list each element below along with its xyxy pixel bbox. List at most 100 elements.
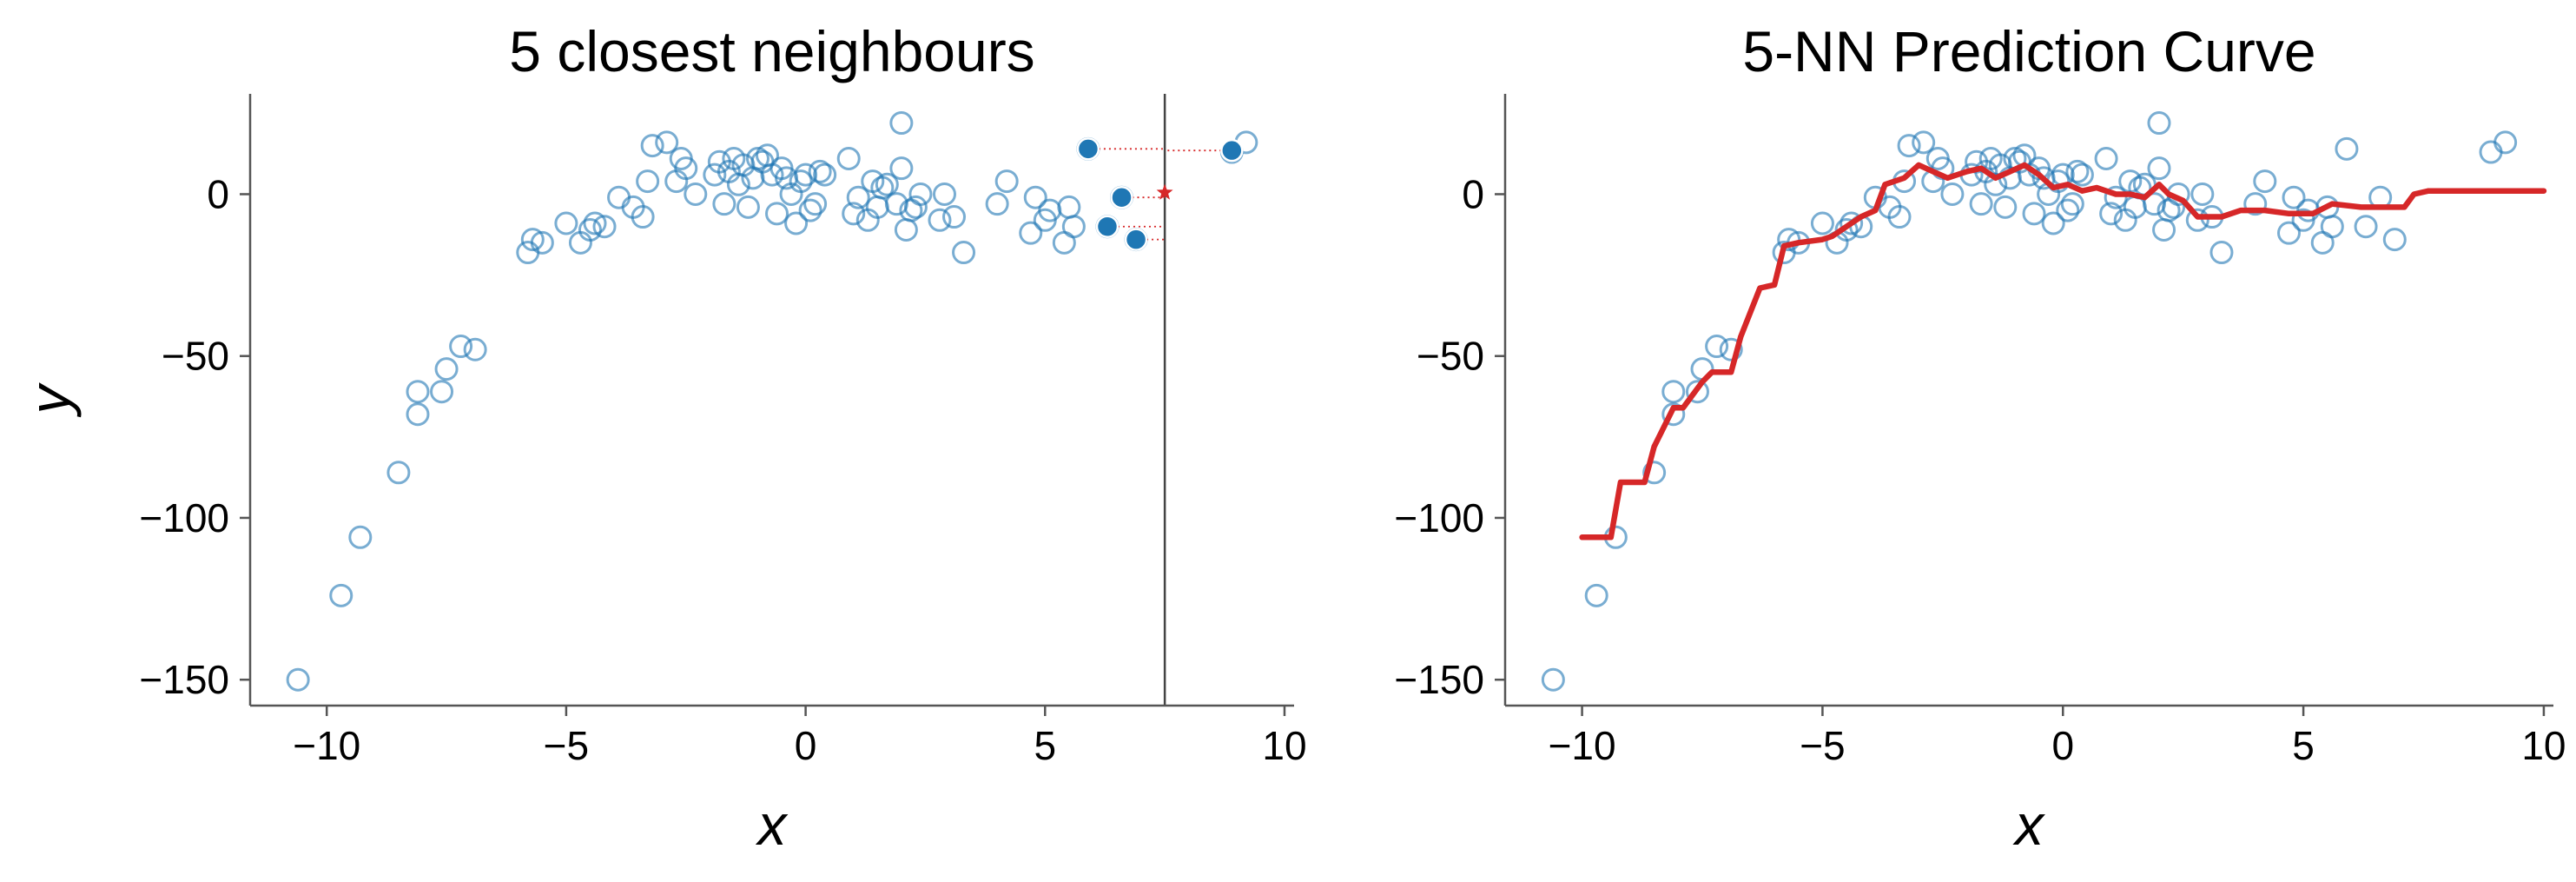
data-point <box>798 198 822 222</box>
data-point <box>889 111 914 136</box>
chart-title-right: 5-NN Prediction Curve <box>1742 19 2315 83</box>
data-point <box>554 211 578 235</box>
chart-title-left: 5 closest neighbours <box>509 19 1034 83</box>
data-point <box>1993 195 2018 219</box>
y-tick-label: −50 <box>1417 334 1484 379</box>
data-point <box>736 195 760 219</box>
data-point <box>1661 402 1686 427</box>
data-point <box>903 195 928 219</box>
data-point <box>1705 335 1729 359</box>
x-tick-label: 0 <box>2051 723 2074 768</box>
data-point <box>386 461 411 485</box>
data-point <box>1777 228 1801 252</box>
x-tick-label: −10 <box>1549 723 1616 768</box>
data-point <box>794 162 818 187</box>
data-point <box>2094 146 2118 170</box>
data-point <box>1834 217 1859 242</box>
data-point <box>875 172 899 196</box>
data-point <box>449 335 473 359</box>
data-point <box>2320 215 2344 239</box>
data-point <box>1541 667 1565 692</box>
data-point <box>2041 211 2065 235</box>
data-point <box>2190 182 2215 206</box>
data-point <box>329 583 353 607</box>
data-point <box>2243 192 2268 216</box>
data-point <box>1584 583 1608 607</box>
data-point <box>784 211 809 235</box>
data-point <box>520 228 545 252</box>
y-axis-label-left: y <box>17 382 82 418</box>
data-point <box>928 208 952 232</box>
data-point <box>655 130 679 155</box>
data-point <box>952 241 976 265</box>
data-point <box>2056 198 2080 222</box>
data-point <box>2185 208 2209 232</box>
data-point <box>908 182 933 206</box>
data-point <box>348 525 373 549</box>
x-tick-label: 5 <box>1034 723 1056 768</box>
data-point <box>430 380 454 404</box>
data-point <box>1912 130 1936 155</box>
neighbour-point <box>1110 185 1133 209</box>
neighbour-point <box>1124 228 1148 251</box>
data-point <box>516 241 540 265</box>
axes-right: −10 −5 0 5 10−150−100−500 <box>1394 94 2566 768</box>
data-point <box>712 192 736 216</box>
data-point <box>578 217 602 242</box>
data-point <box>1810 211 1834 235</box>
y-tick-label: −100 <box>1394 495 1484 540</box>
data-point <box>985 192 1009 216</box>
data-point <box>1887 205 1912 229</box>
data-point <box>406 402 430 427</box>
data-point <box>2479 140 2503 164</box>
data-point <box>2253 169 2277 194</box>
x-tick-label: −5 <box>1800 723 1845 768</box>
data-point <box>2276 221 2301 245</box>
data-point <box>813 162 837 187</box>
data-point <box>2070 162 2094 187</box>
data-point <box>2051 162 2075 187</box>
data-point <box>889 156 914 181</box>
y-tick-label: −150 <box>1394 657 1484 702</box>
data-point <box>1057 195 1081 219</box>
axes-left: −10 −5 0 5 10−150−100−500 <box>139 94 1307 768</box>
data-point <box>1940 182 1965 206</box>
x-tick-label: 5 <box>2292 723 2315 768</box>
data-point <box>684 182 708 206</box>
data-point <box>745 146 769 170</box>
data-point <box>2493 130 2518 155</box>
data-point <box>2060 192 2084 216</box>
prediction-star <box>1156 183 1173 200</box>
x-tick-label: −5 <box>544 723 589 768</box>
data-point <box>674 156 698 181</box>
y-tick-label: −100 <box>139 495 229 540</box>
y-tick-label: 0 <box>207 171 229 216</box>
data-point <box>607 185 631 209</box>
data-point <box>1719 337 1743 361</box>
data-point <box>2022 202 2046 226</box>
data-point <box>808 159 832 183</box>
x-tick-label: 0 <box>795 723 817 768</box>
data-point <box>2147 156 2171 181</box>
y-tick-label: −150 <box>139 657 229 702</box>
data-point <box>2099 202 2124 226</box>
data-point <box>2209 241 2234 265</box>
data-point <box>286 667 310 692</box>
data-point <box>631 205 655 229</box>
data-point <box>2152 217 2176 242</box>
data-point <box>636 169 660 194</box>
data-point <box>2382 228 2407 252</box>
data-point <box>1642 461 1667 485</box>
data-point <box>406 380 430 404</box>
data-point <box>583 211 607 235</box>
y-tick-label: 0 <box>1462 171 1484 216</box>
left-panel: −10 −5 0 5 10−150−100−500 5 closest neighbou… <box>17 19 1307 857</box>
prediction-curve <box>1579 162 2547 540</box>
data-point <box>640 134 664 158</box>
neighbour-overlay <box>1076 94 1244 706</box>
data-point <box>2065 159 2090 183</box>
data-point <box>2104 185 2128 209</box>
data-point <box>2335 136 2359 161</box>
data-point <box>434 357 459 381</box>
